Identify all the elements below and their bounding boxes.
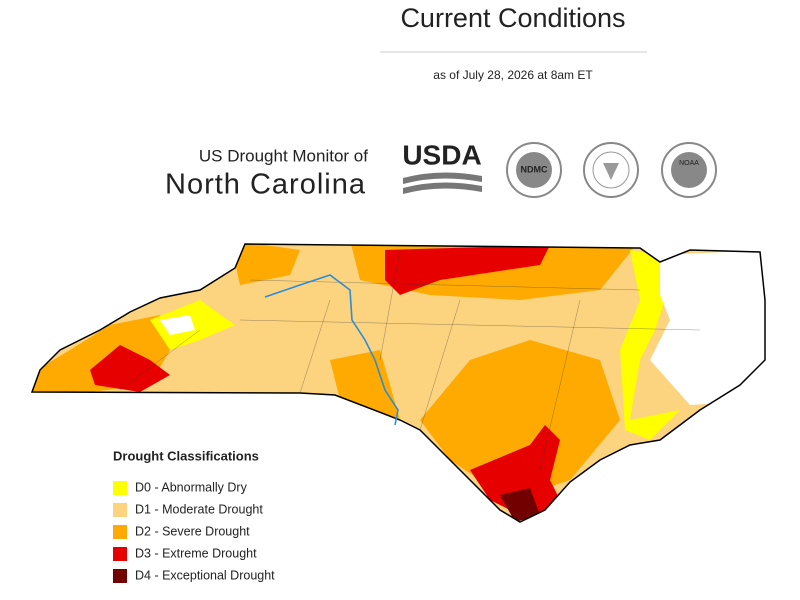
legend-label: D2 - Severe Drought <box>135 524 250 538</box>
logo-core <box>671 152 707 188</box>
d2-area <box>230 244 300 285</box>
legend-swatch <box>113 503 127 517</box>
county-lines <box>119 249 701 471</box>
legend-label: D1 - Moderate Drought <box>135 502 263 516</box>
logo-shield <box>603 163 619 180</box>
page-subtitle: as of July 28, 2026 at 8am ET <box>433 68 593 82</box>
ndmc-logo: NDMC <box>506 142 562 198</box>
d3-area <box>470 425 560 520</box>
brand-line1: US Drought Monitor of <box>199 146 368 165</box>
no-drought-area <box>160 315 195 335</box>
legend-title: Drought Classifications <box>113 448 259 463</box>
logo-waves <box>403 172 482 194</box>
logo-text: NOAA <box>679 160 699 167</box>
logo-core <box>592 151 630 189</box>
usda-logo: USDA <box>402 139 482 194</box>
no-drought-area <box>650 250 765 405</box>
logo-core <box>516 152 552 188</box>
legend-label: D3 - Extreme Drought <box>135 546 257 560</box>
legend-swatch <box>113 569 127 583</box>
d0-area <box>620 250 680 440</box>
legend: D0 - Abnormally Dry D1 - Moderate Drought… <box>113 480 275 583</box>
d4-area <box>500 488 540 522</box>
commerce-logo <box>583 142 639 198</box>
legend-swatch <box>113 481 127 495</box>
noaa-logo: NOAA <box>661 142 717 198</box>
river <box>264 274 399 426</box>
legend-label: D0 - Abnormally Dry <box>135 480 248 494</box>
legend-label: D4 - Exceptional Drought <box>135 568 275 582</box>
legend-swatch <box>113 525 127 539</box>
d2-area <box>420 340 620 500</box>
state-map <box>32 244 765 522</box>
d3-area <box>385 245 550 295</box>
logo-text: USDA <box>402 139 481 170</box>
brand-line2: North Carolina <box>165 169 366 201</box>
d3-area <box>90 345 170 392</box>
legend-swatch <box>113 547 127 561</box>
logo-text: NDMC <box>521 164 548 174</box>
state-outline <box>30 243 766 523</box>
page-title: Current Conditions <box>400 3 625 33</box>
